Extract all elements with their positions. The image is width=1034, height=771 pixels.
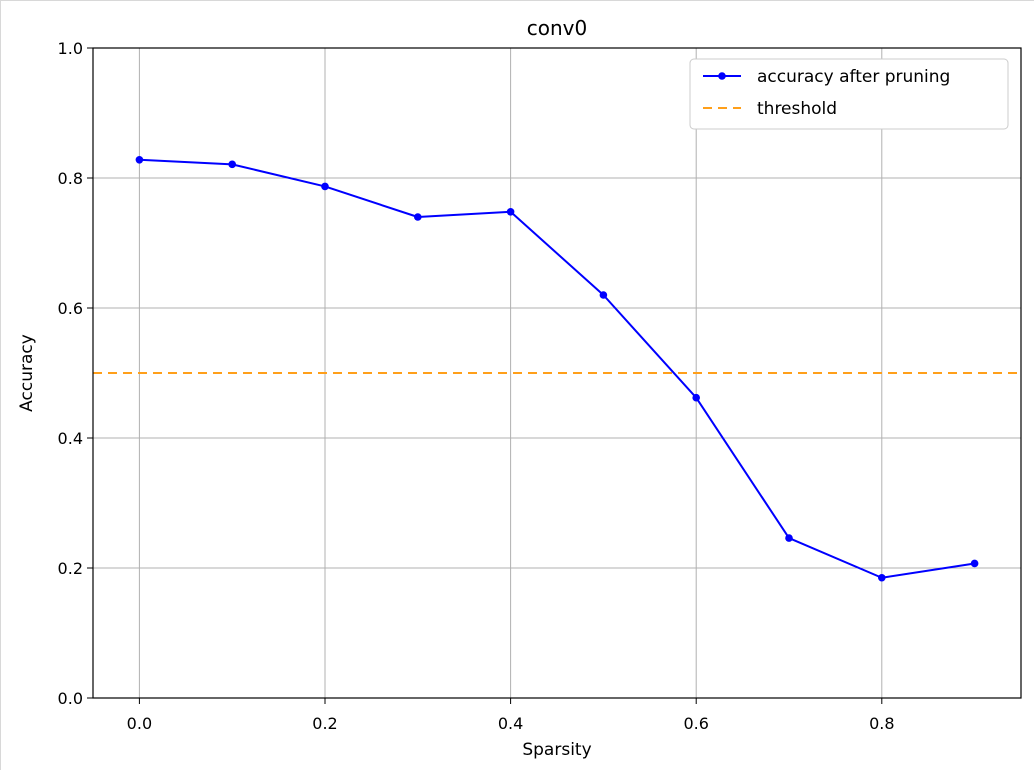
x-tick-label: 0.4 bbox=[498, 714, 523, 733]
data-point bbox=[135, 156, 144, 164]
series-line bbox=[138, 158, 976, 579]
data-point bbox=[414, 213, 422, 221]
legend-series-label: accuracy after pruning bbox=[757, 67, 950, 87]
x-tick-label: 0.8 bbox=[869, 714, 894, 733]
y-tick-label: 0.6 bbox=[58, 299, 83, 318]
y-axis-ticks: 0.0 0.2 0.4 0.6 0.8 1.0 bbox=[58, 39, 93, 708]
series-layer bbox=[135, 156, 979, 582]
plot-frame bbox=[92, 47, 1022, 699]
y-tick-label: 0.0 bbox=[58, 689, 83, 708]
data-point bbox=[506, 208, 515, 216]
data-point bbox=[599, 291, 608, 299]
x-axis-ticks: 0.0 0.2 0.4 0.6 0.8 bbox=[127, 698, 895, 733]
y-tick-label: 0.8 bbox=[58, 169, 83, 188]
data-point bbox=[785, 534, 793, 542]
data-point bbox=[878, 573, 886, 582]
x-tick-label: 0.6 bbox=[683, 714, 708, 733]
data-point bbox=[692, 393, 700, 402]
legend-box bbox=[689, 58, 1009, 130]
legend: accuracy after pruning threshold bbox=[689, 58, 1009, 130]
legend-threshold-label: threshold bbox=[757, 99, 837, 119]
data-point bbox=[970, 559, 979, 568]
data-point bbox=[228, 160, 236, 169]
chart-title: conv0 bbox=[527, 16, 587, 40]
y-tick-label: 0.2 bbox=[58, 559, 83, 578]
y-tick-label: 0.4 bbox=[58, 429, 83, 448]
data-point bbox=[321, 182, 329, 191]
x-tick-label: 0.0 bbox=[127, 714, 152, 733]
x-axis-label: Sparsity bbox=[522, 740, 591, 760]
legend-series-marker bbox=[718, 72, 726, 80]
y-axis-label: Accuracy bbox=[17, 334, 37, 412]
x-tick-label: 0.2 bbox=[312, 714, 337, 733]
y-tick-label: 1.0 bbox=[58, 39, 83, 58]
